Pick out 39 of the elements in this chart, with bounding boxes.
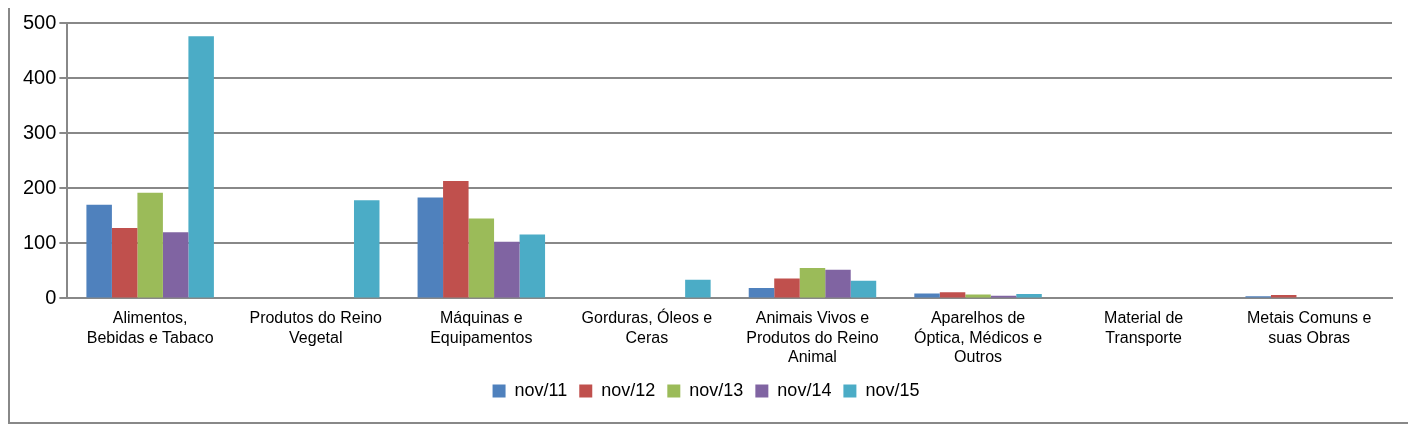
bar xyxy=(685,279,711,298)
bar xyxy=(111,227,138,298)
y-tick-label: 100 xyxy=(22,230,57,253)
legend-label: nov/12 xyxy=(601,379,656,400)
bar xyxy=(825,269,851,298)
bar xyxy=(850,280,877,298)
x-tick-label: Aparelhos de Óptica, Médicos e Outros xyxy=(914,309,1043,365)
bar xyxy=(799,268,826,298)
y-tick-label: 200 xyxy=(22,175,57,198)
x-tick-label: Máquinas e Equipamentos xyxy=(430,309,533,346)
bar xyxy=(162,232,189,298)
bar xyxy=(1016,293,1042,298)
bar xyxy=(914,293,940,298)
bar xyxy=(137,192,163,298)
bar xyxy=(417,197,444,298)
legend-label: nov/15 xyxy=(865,379,920,400)
x-tick-label: Animais Vivos e Produtos do Reino Animal xyxy=(746,309,879,365)
bar xyxy=(353,200,380,298)
bar xyxy=(939,292,966,298)
bar xyxy=(774,278,800,298)
bar xyxy=(468,218,495,298)
legend-label: nov/14 xyxy=(777,379,832,400)
x-tick-label: Produtos do Reino Vegetal xyxy=(249,309,383,346)
bar xyxy=(443,181,469,298)
bar xyxy=(86,204,112,298)
bar xyxy=(748,287,775,298)
x-tick-label: Gorduras, Óleos e Ceras xyxy=(581,308,713,346)
bar xyxy=(519,234,546,298)
x-tick-label: Metais Comuns e suas Obras xyxy=(1246,309,1372,346)
bar xyxy=(188,36,214,298)
y-tick-label: 500 xyxy=(22,10,57,33)
x-tick-label: Alimentos, Bebidas e Tabaco xyxy=(86,309,214,346)
legend-label: nov/11 xyxy=(514,379,568,400)
y-tick-label: 0 xyxy=(45,285,57,308)
x-tick-label: Material de Transporte xyxy=(1104,309,1184,346)
y-tick-label: 300 xyxy=(22,120,57,143)
bar xyxy=(494,241,520,298)
y-tick-label: 400 xyxy=(22,65,57,88)
legend-label: nov/13 xyxy=(689,379,744,400)
